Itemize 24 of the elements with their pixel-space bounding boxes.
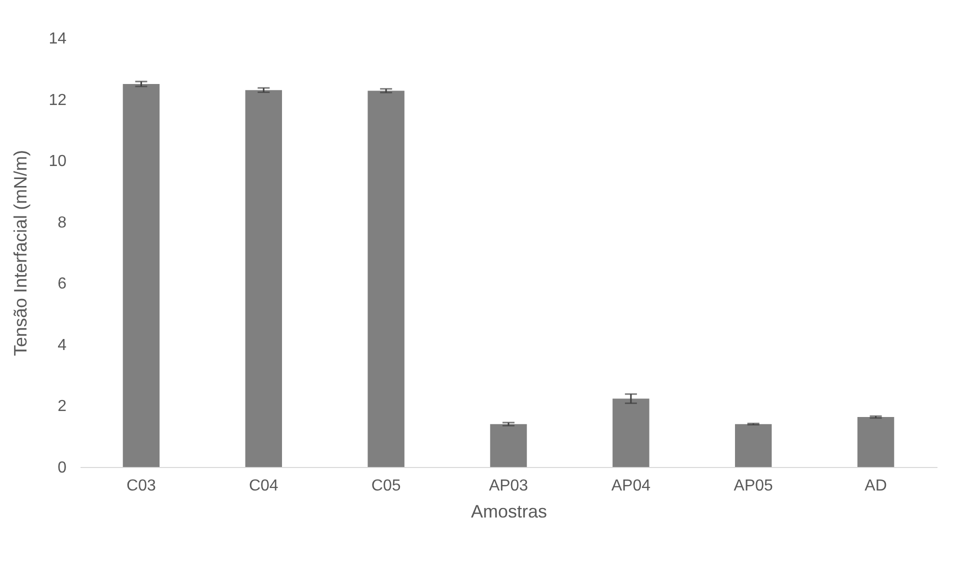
y-axis-title: Tensão Interfacial (mN/m) [10, 150, 31, 356]
bar [122, 84, 160, 467]
y-tick-label: 10 [48, 153, 67, 170]
x-tick-label: AP04 [611, 478, 651, 494]
bar [734, 424, 772, 467]
x-tick-label: AP03 [488, 478, 528, 494]
bar [857, 417, 894, 467]
x-tick-label: C05 [371, 478, 401, 494]
y-tick-label: 2 [58, 398, 67, 416]
x-tick-label: AD [864, 478, 887, 494]
bar [612, 398, 650, 467]
y-tick-label: 14 [48, 30, 67, 48]
x-tick-label: C03 [126, 478, 156, 494]
bar [245, 90, 282, 467]
x-tick-label: AP05 [734, 478, 774, 494]
y-tick-label: 12 [48, 92, 67, 109]
y-tick-label: 6 [58, 276, 67, 293]
bar [490, 424, 527, 467]
x-tick-label: C04 [248, 478, 278, 494]
y-tick-label: 0 [58, 460, 67, 476]
x-axis-title: Amostras [470, 502, 548, 522]
bar [368, 90, 404, 467]
y-tick-label: 4 [58, 336, 67, 354]
y-tick-label: 8 [58, 214, 67, 232]
